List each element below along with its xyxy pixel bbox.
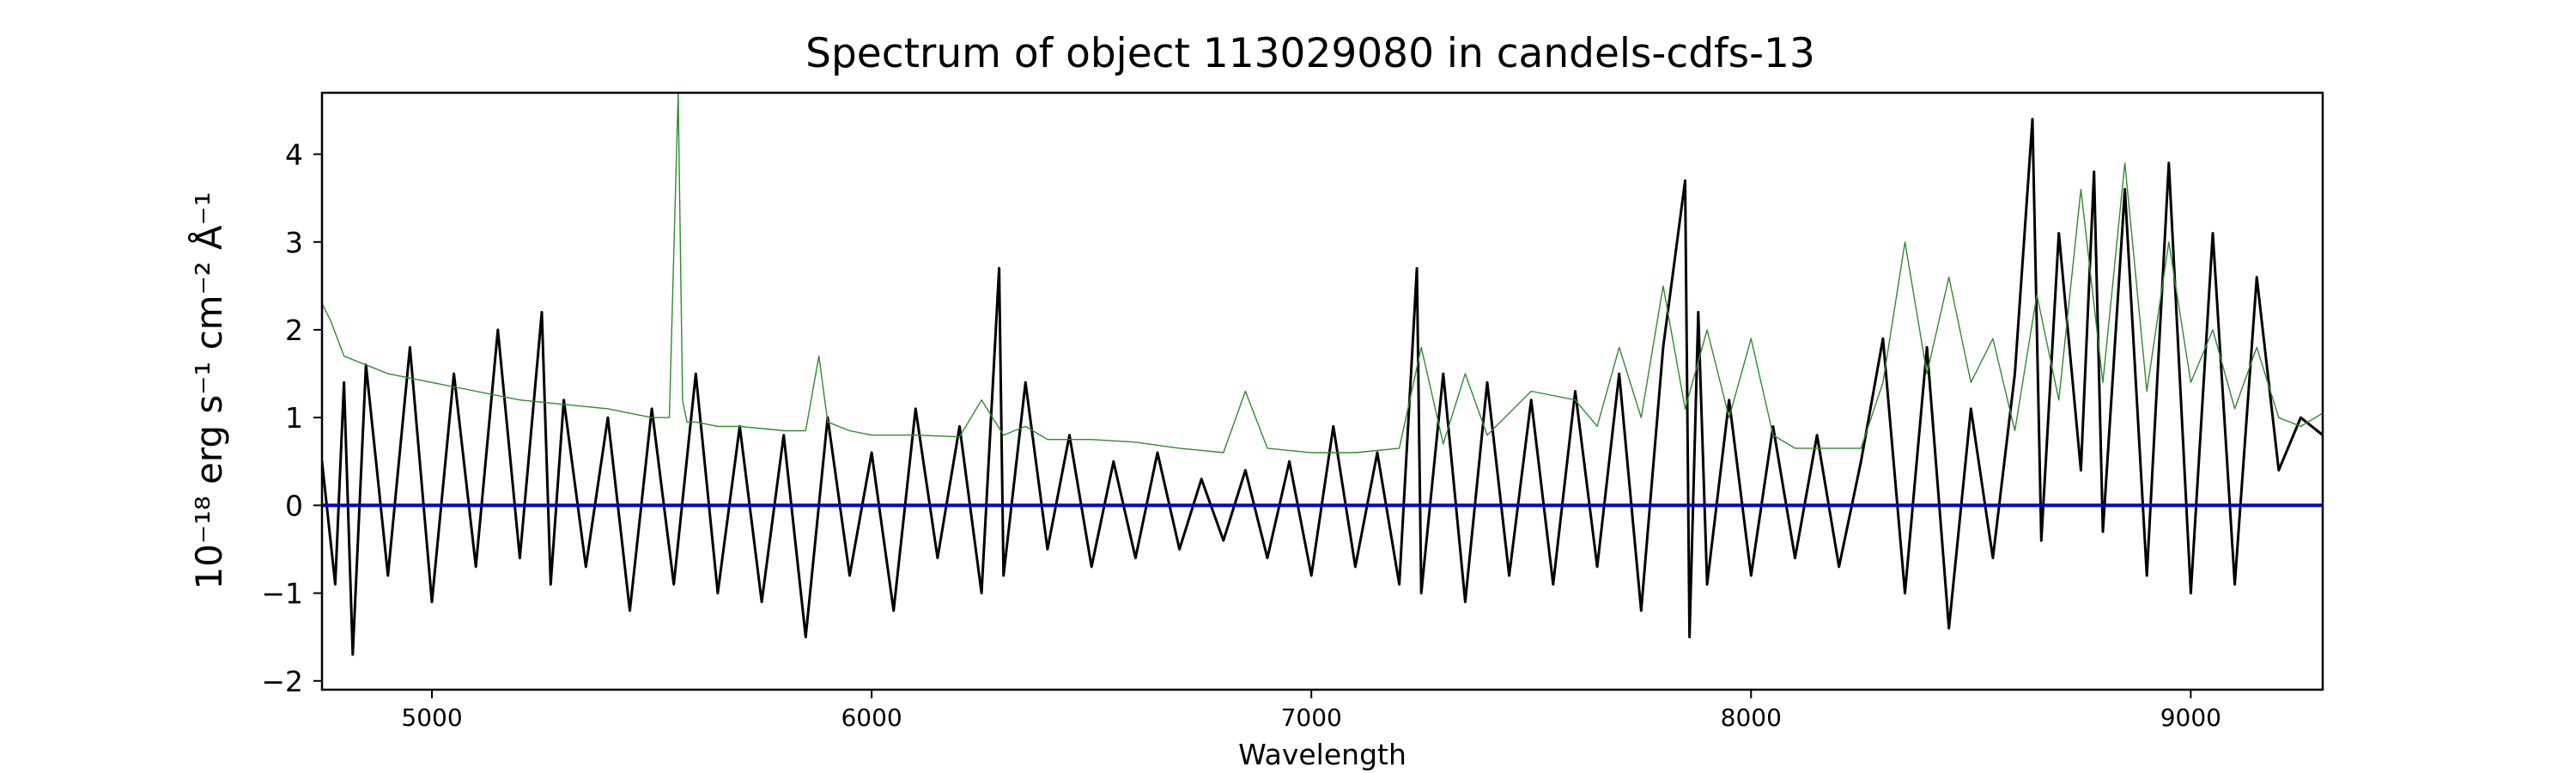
x-tick-label: 9000 bbox=[2160, 703, 2221, 732]
y-tick-label: 1 bbox=[285, 401, 303, 435]
series-layer bbox=[322, 93, 2323, 656]
x-tick-label: 7000 bbox=[1281, 703, 1342, 732]
y-tick-label: 4 bbox=[285, 138, 303, 172]
chart-title: Spectrum of object 113029080 in candels-… bbox=[805, 30, 1815, 77]
noise-series-line bbox=[322, 93, 2323, 453]
y-tick-label: −2 bbox=[261, 665, 303, 698]
y-tick-label: 0 bbox=[285, 489, 303, 522]
x-tick-label: 5000 bbox=[401, 703, 462, 732]
x-axis-label: Wavelength bbox=[1238, 738, 1406, 771]
plot-frame bbox=[320, 91, 2324, 691]
y-tick-label: 2 bbox=[285, 313, 303, 347]
y-axis-label: 10⁻¹⁸ erg s⁻¹ cm⁻² Å⁻¹ bbox=[187, 192, 230, 589]
y-tick-label: −1 bbox=[261, 577, 303, 611]
x-axis: 5000 6000 7000 8000 9000 bbox=[401, 690, 2221, 732]
x-tick-label: 8000 bbox=[1721, 703, 1782, 732]
y-axis: −2 −1 0 1 2 3 4 bbox=[261, 138, 322, 698]
y-tick-label: 3 bbox=[285, 226, 303, 259]
flux-series-line bbox=[322, 118, 2323, 656]
x-tick-label: 6000 bbox=[841, 703, 902, 732]
